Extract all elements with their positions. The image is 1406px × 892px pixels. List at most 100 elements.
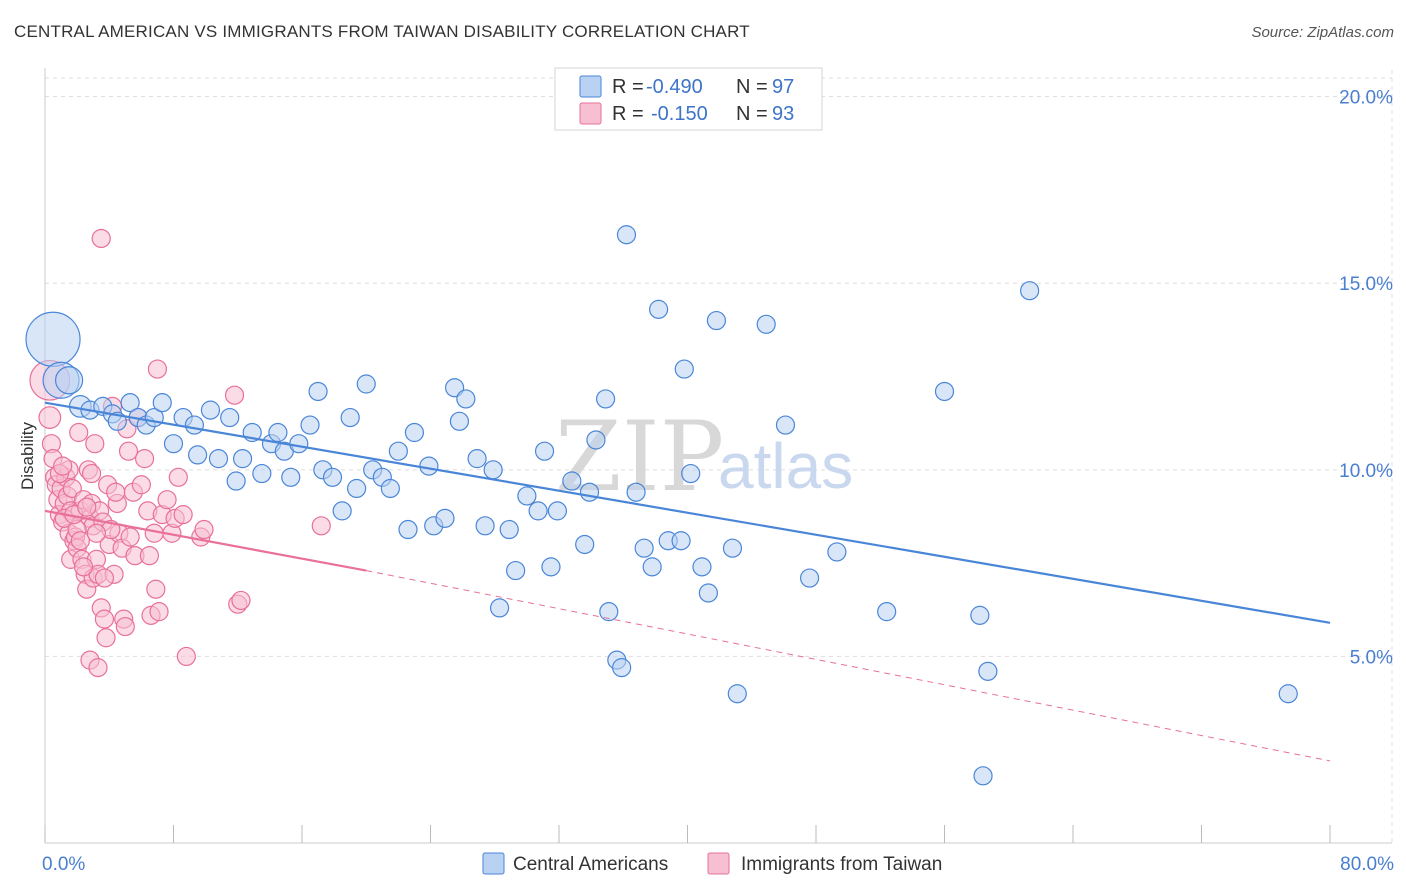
legend-n-value-pink: 93: [772, 103, 794, 125]
x-tick-label-min: 0.0%: [42, 854, 85, 875]
point-central-americans: [398, 519, 418, 540]
point-central-americans: [595, 389, 616, 409]
point-immigrants-from-taiwan: [149, 602, 169, 622]
point-immigrants-from-taiwan: [91, 228, 111, 249]
legend-swatch-blue: [579, 75, 602, 98]
point-central-americans: [970, 605, 990, 625]
point-immigrants-from-taiwan: [106, 482, 126, 502]
point-central-americans: [698, 583, 718, 603]
point-immigrants-from-taiwan: [85, 434, 105, 454]
point-central-americans: [152, 393, 172, 413]
legend-n-label-blue: N =: [736, 76, 768, 98]
point-central-americans: [575, 534, 595, 555]
point-central-americans: [220, 407, 240, 428]
point-central-americans: [648, 299, 669, 319]
point-immigrants-from-taiwan: [168, 467, 188, 487]
point-central-americans: [456, 389, 476, 409]
point-immigrants-from-taiwan: [88, 658, 108, 678]
bottom-legend: Central Americans Immigrants from Taiwan: [482, 852, 942, 875]
y-axis-title: Disability: [18, 421, 37, 490]
point-central-americans: [827, 542, 847, 562]
trend-line-immigrants-from-taiwan: [44, 509, 367, 572]
trend-extension-immigrants-from-taiwan: [366, 570, 1331, 762]
point-central-americans: [435, 508, 455, 528]
point-immigrants-from-taiwan: [81, 463, 102, 484]
legend-n-value-blue: 97: [772, 76, 794, 98]
point-central-americans: [671, 531, 691, 551]
legend-r-value-blue: -0.490: [646, 76, 703, 98]
point-central-americans: [877, 602, 897, 622]
point-immigrants-from-taiwan: [311, 516, 331, 536]
point-immigrants-from-taiwan: [131, 475, 151, 495]
point-immigrants-from-taiwan: [115, 616, 135, 637]
point-central-americans: [308, 381, 328, 402]
point-immigrants-from-taiwan: [86, 523, 107, 543]
point-central-americans: [541, 557, 561, 577]
point-central-americans: [281, 467, 301, 487]
point-central-americans: [25, 311, 81, 367]
point-immigrants-from-taiwan: [147, 359, 168, 379]
point-immigrants-from-taiwan: [73, 557, 94, 577]
point-central-americans: [208, 449, 229, 469]
point-central-americans: [499, 519, 519, 540]
point-central-americans: [722, 538, 743, 558]
point-immigrants-from-taiwan: [173, 505, 193, 525]
point-central-americans: [268, 422, 288, 443]
point-central-americans: [404, 422, 425, 443]
point-central-americans: [347, 478, 367, 499]
point-central-americans: [775, 415, 796, 435]
point-central-americans: [1278, 684, 1298, 704]
point-central-americans: [489, 598, 510, 618]
point-central-americans: [300, 415, 320, 435]
point-central-americans: [187, 445, 208, 465]
point-immigrants-from-taiwan: [120, 527, 140, 547]
point-central-americans: [562, 471, 582, 491]
y-tick-label: 15.0%: [1339, 274, 1393, 295]
point-central-americans: [626, 482, 646, 502]
point-central-americans: [232, 449, 253, 469]
point-central-americans: [483, 460, 503, 480]
point-immigrants-from-taiwan: [194, 519, 214, 540]
point-central-americans: [674, 359, 694, 379]
bottom-legend-label-blue: Central Americans: [513, 854, 668, 875]
point-central-americans: [120, 393, 140, 413]
point-central-americans: [978, 661, 998, 681]
point-central-americans: [528, 501, 548, 521]
point-central-americans: [599, 602, 619, 622]
point-central-americans: [184, 415, 204, 435]
point-central-americans: [388, 441, 408, 461]
legend-r-value-pink: -0.150: [651, 103, 708, 125]
point-immigrants-from-taiwan: [139, 546, 160, 566]
point-immigrants-from-taiwan: [69, 422, 89, 443]
point-central-americans: [322, 467, 343, 487]
point-central-americans: [449, 411, 470, 431]
point-central-americans: [380, 478, 400, 499]
point-central-americans: [340, 407, 360, 428]
point-central-americans: [226, 471, 246, 491]
legend-r-label-blue: R =: [612, 76, 644, 98]
y-tick-label: 10.0%: [1339, 461, 1393, 482]
point-central-americans: [200, 400, 221, 420]
watermark: ZIP atlas: [555, 401, 853, 513]
bottom-legend-swatch-pink: [707, 852, 730, 875]
point-central-americans: [467, 449, 487, 469]
point-immigrants-from-taiwan: [176, 646, 196, 667]
point-central-americans: [681, 463, 701, 484]
point-central-americans: [1020, 281, 1040, 301]
point-immigrants-from-taiwan: [224, 385, 245, 405]
point-central-americans: [54, 366, 84, 395]
bottom-legend-swatch-blue: [482, 852, 505, 875]
x-tick-label-max: 80.0%: [1340, 854, 1394, 875]
y-tick-label: 5.0%: [1350, 647, 1393, 668]
point-central-americans: [706, 310, 727, 331]
point-immigrants-from-taiwan: [77, 497, 97, 517]
legend-n-label-pink: N =: [736, 103, 768, 125]
point-central-americans: [332, 501, 352, 521]
point-immigrants-from-taiwan: [118, 441, 139, 461]
point-immigrants-from-taiwan: [94, 568, 115, 588]
point-immigrants-from-taiwan: [53, 456, 73, 476]
point-central-americans: [579, 482, 600, 502]
point-central-americans: [506, 560, 526, 581]
point-central-americans: [356, 374, 376, 394]
point-immigrants-from-taiwan: [134, 449, 155, 469]
